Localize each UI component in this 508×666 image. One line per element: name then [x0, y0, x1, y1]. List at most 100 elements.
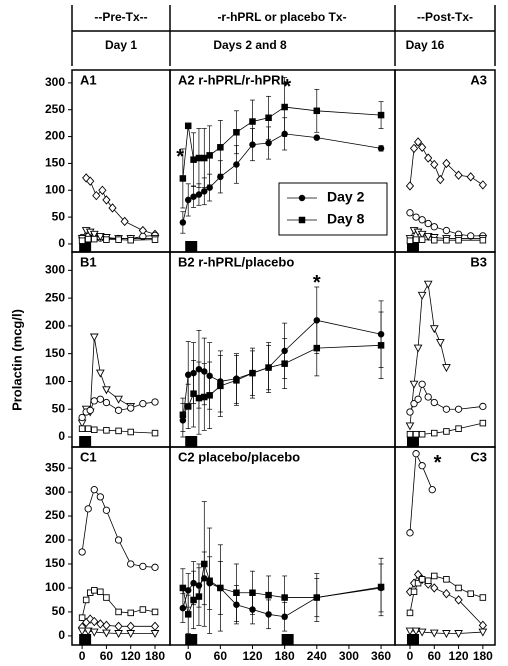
data-point [78, 413, 86, 422]
data-point [410, 400, 418, 408]
data-point [190, 193, 197, 200]
data-point [313, 594, 321, 601]
data-point [265, 114, 272, 122]
dose-marker [406, 634, 419, 645]
data-point [184, 196, 192, 204]
data-point [423, 232, 433, 241]
data-point [431, 429, 438, 437]
data-point [412, 236, 420, 243]
data-point [424, 219, 432, 228]
y-tick-label: 200 [45, 532, 65, 546]
data-point [442, 405, 451, 413]
data-point [424, 153, 433, 163]
data-point [377, 145, 385, 152]
data-point [115, 608, 122, 616]
series-line [81, 488, 156, 568]
data-point [184, 587, 192, 594]
data-point [412, 430, 420, 438]
data-point [233, 589, 240, 596]
data-point [435, 339, 445, 348]
y-tick-label: 150 [45, 556, 65, 570]
panel-title: C2 placebo/placebo [178, 449, 300, 464]
data-point [442, 630, 451, 639]
data-point [95, 232, 105, 241]
data-point [102, 629, 111, 638]
data-point [86, 176, 95, 186]
data-point [418, 430, 426, 438]
data-point [429, 325, 439, 334]
data-point [127, 560, 135, 568]
panel-title: C1 [80, 449, 97, 464]
data-point [78, 548, 86, 556]
data-point [406, 529, 414, 537]
data-point [424, 393, 432, 401]
x-tick-label: 180 [473, 649, 493, 663]
x-tick-label: 360 [371, 649, 391, 663]
data-point [96, 395, 104, 403]
x-tick-label: 180 [275, 649, 295, 663]
data-point [179, 411, 187, 419]
y-tick-label: 0 [58, 628, 65, 642]
data-point [454, 170, 463, 180]
data-point [418, 142, 427, 152]
data-point [430, 583, 439, 593]
data-point [281, 103, 288, 111]
series-line [182, 319, 382, 421]
data-point [479, 236, 487, 244]
data-point [190, 156, 197, 163]
x-tick-label: 120 [121, 649, 141, 663]
x-tick-label: 0 [407, 649, 414, 663]
data-point [114, 630, 123, 639]
panel-title: A1 [80, 72, 97, 87]
data-point [418, 576, 426, 583]
data-point [195, 394, 203, 402]
data-point [84, 505, 92, 513]
data-point [103, 427, 110, 434]
data-point [84, 425, 92, 432]
data-point [467, 590, 474, 597]
data-point [249, 118, 256, 125]
y-tick-label: 250 [45, 508, 65, 522]
data-point [77, 627, 87, 636]
data-point [409, 143, 419, 154]
data-point [90, 486, 98, 494]
data-point [406, 209, 414, 217]
panel-frame [71, 446, 171, 646]
data-point [455, 236, 462, 244]
data-point [405, 422, 415, 431]
y-tick-label: 150 [45, 346, 65, 360]
dose-marker [79, 241, 92, 252]
data-point [139, 606, 147, 613]
data-point [103, 236, 110, 243]
data-point [90, 397, 98, 405]
panel-frame [71, 69, 171, 253]
data-point [190, 390, 197, 397]
data-point [92, 190, 101, 201]
panel-title: B1 [80, 254, 97, 269]
data-point [413, 344, 423, 353]
data-point [430, 398, 438, 407]
data-point [78, 614, 86, 621]
data-point [184, 371, 192, 379]
x-tick-label: 120 [449, 649, 469, 663]
data-point [430, 159, 439, 170]
data-point [102, 506, 111, 514]
data-point [431, 236, 438, 244]
data-point [430, 223, 438, 231]
data-point [431, 572, 438, 580]
data-point [126, 621, 135, 631]
legend-label: Day 8 [327, 211, 365, 227]
data-point [442, 226, 451, 235]
data-point [108, 203, 117, 213]
data-point [377, 342, 385, 349]
data-point [281, 360, 288, 367]
data-point [127, 428, 134, 436]
data-point [151, 563, 159, 571]
legend-box [278, 182, 388, 236]
data-point [83, 627, 93, 636]
data-point [89, 333, 99, 342]
data-point [151, 429, 159, 437]
data-point [424, 577, 432, 585]
data-point [423, 280, 433, 289]
panel-title: C3 [470, 449, 487, 464]
